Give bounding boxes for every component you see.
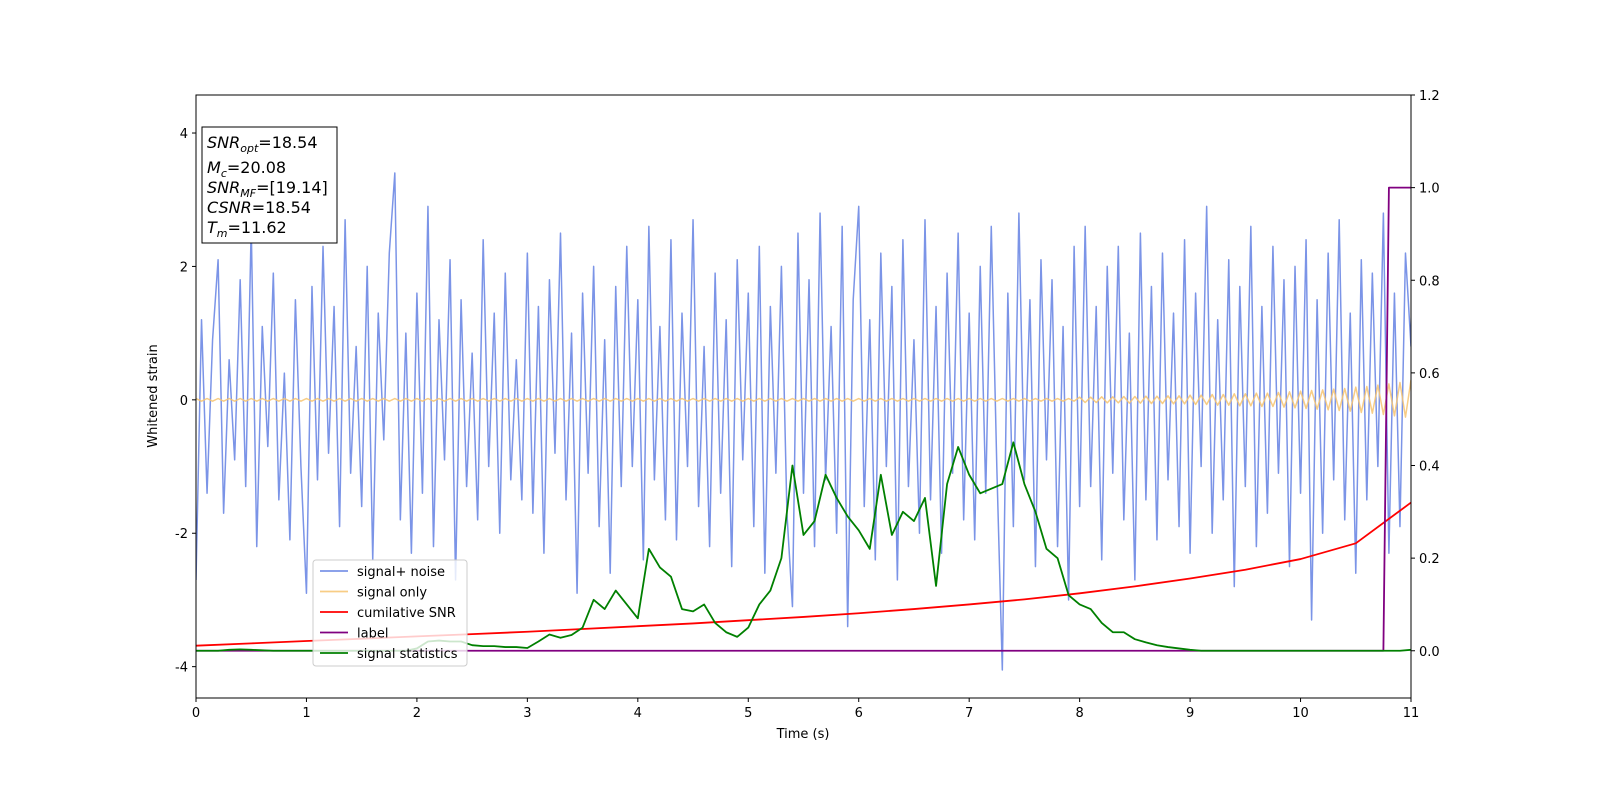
x-tick-label: 11 [1403,706,1420,721]
legend: signal+ noise signal only cumilative SNR la… [312,559,468,667]
x-tick-label: 8 [1075,706,1083,721]
annotation-subscript: c [221,167,227,180]
annotation: Tm=11.62 [207,218,287,240]
annotation-symbol: SNR [207,178,240,197]
y-tick-label: -4 [175,661,188,676]
legend-label: signal statistics [357,647,458,662]
annotation-frame [201,126,338,244]
y2-tick-label: 0.0 [1419,645,1440,660]
y-tick-label: 4 [180,127,188,142]
y-tick-label: 0 [180,394,188,409]
annotation: SNRopt=18.54 [207,133,318,155]
x-tick-label: 5 [744,706,752,721]
legend-label: signal only [357,586,427,601]
annotation-box: SNRopt=18.54Mc=20.08SNRMF=[19.14]CSNR=18… [201,126,338,244]
annotation: SNRMF=[19.14] [207,178,328,200]
annotation-symbol: CSNR [207,198,252,217]
annotation-symbol: T [207,218,218,237]
x-tick-label: 0 [192,706,200,721]
x-tick-label: 3 [523,706,531,721]
x-tick-label: 4 [634,706,642,721]
y-axis-label: Whitened strain [146,344,161,447]
y2-tick-label: 0.4 [1419,460,1440,475]
y2-tick-label: 0.6 [1419,367,1440,382]
y2-tick-label: 0.8 [1419,274,1440,289]
y2-tick-label: 0.2 [1419,552,1440,567]
x-tick-label: 10 [1292,706,1309,721]
legend-label: signal+ noise [357,565,445,580]
annotation-value: =11.62 [228,218,287,237]
legend-frame [312,559,468,667]
y-tick-label: 2 [180,260,188,275]
annotation: CSNR=18.54 [207,198,311,217]
series-line [196,379,1411,418]
y2-tick-label: 1.0 [1419,182,1440,197]
y-tick-label: -2 [175,527,188,542]
x-tick-label: 7 [965,706,973,721]
legend-label: label [357,627,388,642]
annotation-subscript: MF [240,187,256,200]
series-line [196,172,1411,671]
annotation-value: =20.08 [227,158,286,177]
x-tick-label: 1 [302,706,310,721]
x-tick-label: 6 [855,706,863,721]
y2-tick-label: 1.2 [1419,89,1440,104]
x-tick-label: 9 [1186,706,1194,721]
plot-frame [195,94,1412,699]
x-axis-label: Time (s) [776,727,830,742]
annotation-value: =18.54 [258,133,317,152]
legend-label: cumilative SNR [357,606,456,621]
series-line [196,186,1411,652]
annotation-value: =18.54 [252,198,311,217]
annotation-value: =[19.14] [256,178,328,197]
annotation: Mc=20.08 [207,158,286,180]
x-tick-label: 2 [413,706,421,721]
annotation-symbol: M [207,158,221,177]
annotation-symbol: SNR [207,133,240,152]
annotation-subscript: m [217,227,228,240]
annotation-subscript: opt [240,142,259,155]
